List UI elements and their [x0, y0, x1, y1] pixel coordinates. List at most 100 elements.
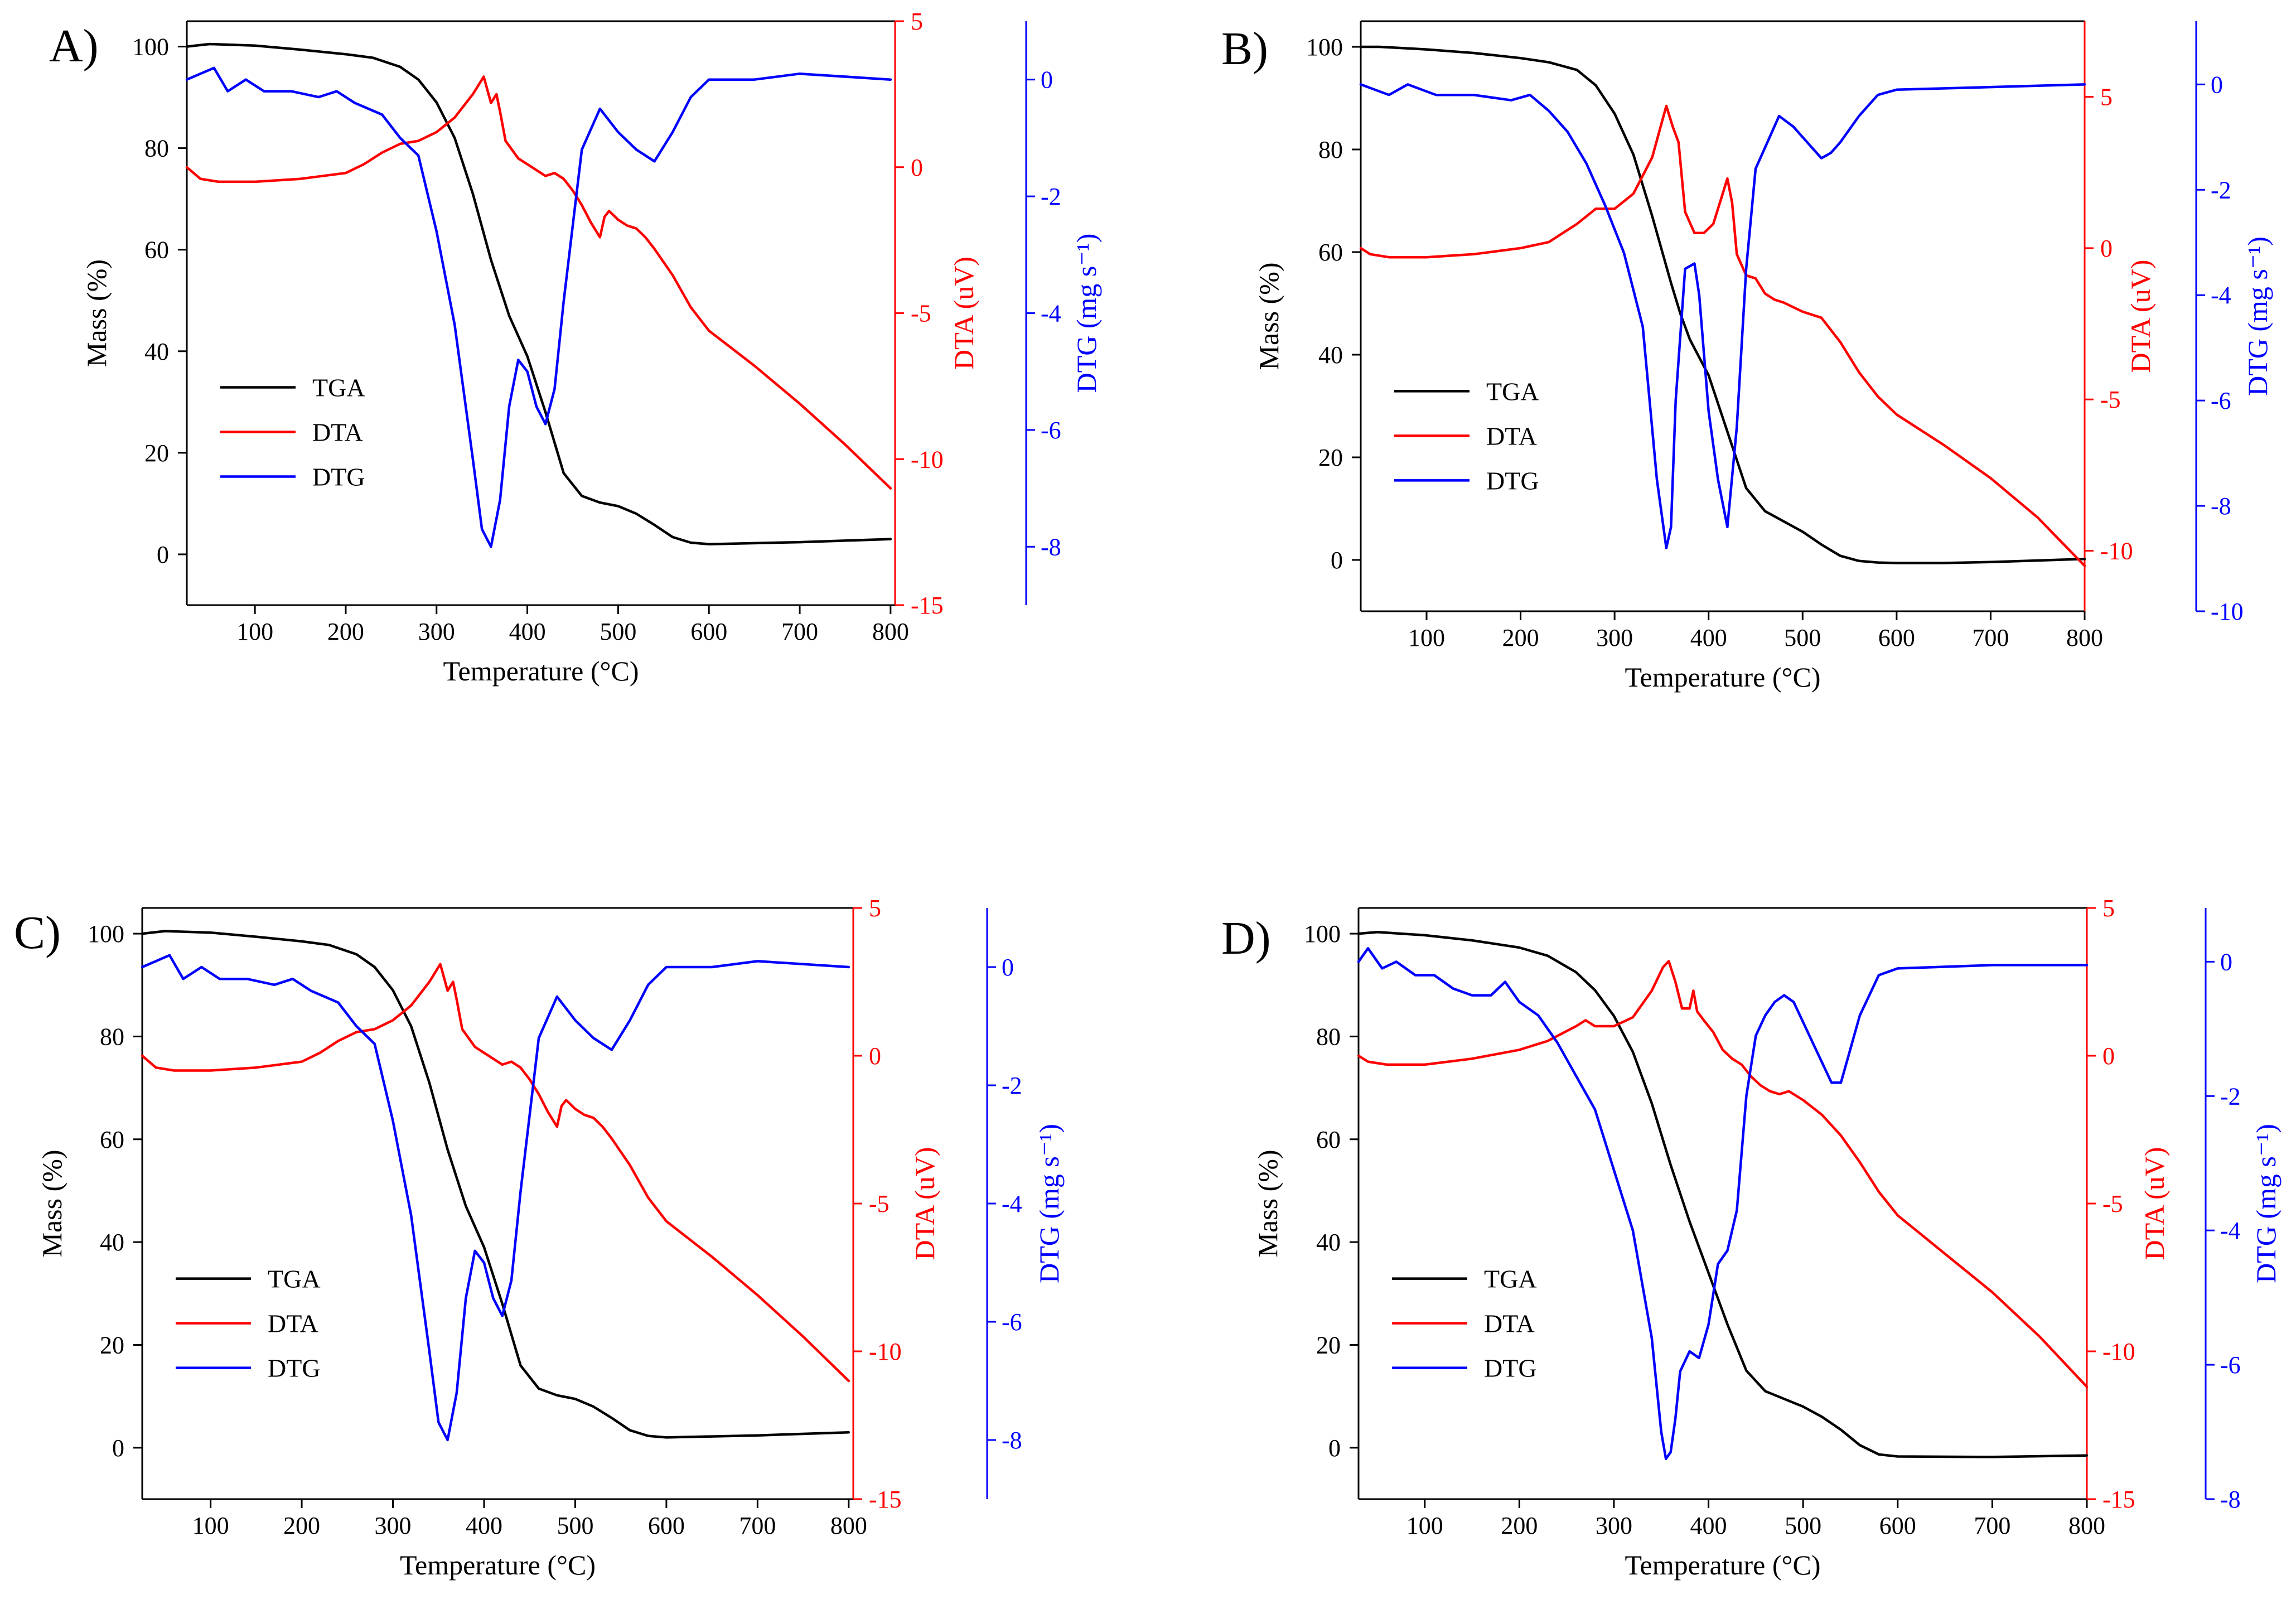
tga-series-line — [1357, 931, 2089, 1458]
mass-axis-title: Mass (%) — [1253, 262, 1284, 370]
mass-tick-label: 100 — [132, 33, 169, 61]
dtg-tick-label: -6 — [1002, 1308, 1022, 1336]
legend-label-tga: TGA — [312, 373, 365, 402]
dta-tick-label: -10 — [2102, 1338, 2135, 1365]
x-tick-label: 200 — [327, 618, 364, 645]
x-tick-label: 600 — [648, 1512, 685, 1539]
x-tick-label: 300 — [1596, 1512, 1632, 1539]
dta-tick-label: -5 — [911, 300, 931, 327]
mass-tick-label: 80 — [1316, 1023, 1341, 1050]
mass-tick-label: 60 — [144, 236, 169, 264]
dtg-tick-label: -2 — [1041, 183, 1061, 210]
mass-axis-title: Mass (%) — [81, 259, 112, 367]
dta-tick-label: -10 — [2100, 537, 2133, 564]
dta-series-line — [1357, 960, 2089, 1388]
x-tick-label: 700 — [1974, 1512, 2010, 1539]
x-tick-label: 100 — [1406, 1512, 1443, 1539]
dtg-tick-label: -4 — [1041, 300, 1061, 327]
dta-series-line — [185, 75, 892, 490]
x-tick-label: 600 — [1878, 624, 1915, 651]
x-tick-label: 400 — [509, 618, 546, 645]
mass-tick-label: 40 — [144, 338, 169, 365]
mass-tick-label: 100 — [1304, 920, 1341, 948]
legend-label-tga: TGA — [268, 1265, 321, 1293]
x-tick-label: 700 — [739, 1512, 776, 1539]
mass-tick-label: 40 — [1316, 1229, 1341, 1256]
mass-tick-label: 100 — [88, 920, 124, 948]
legend-label-dta: DTA — [268, 1310, 318, 1338]
legend-label-dta: DTA — [1486, 422, 1537, 450]
x-tick-label: 300 — [1596, 624, 1633, 651]
x-axis-title: Temperature (°C) — [1625, 1549, 1820, 1581]
dtg-tick-label: -4 — [2211, 282, 2231, 309]
dta-tick-label: -5 — [2100, 386, 2121, 413]
x-tick-label: 400 — [1690, 1512, 1727, 1539]
x-tick-label: 100 — [192, 1512, 229, 1539]
dta-axis-title: DTA (uV) — [909, 1147, 940, 1260]
dta-tick-label: 0 — [911, 154, 923, 181]
mass-tick-label: 20 — [1318, 444, 1343, 471]
mass-tick-label: 80 — [1318, 136, 1343, 163]
x-tick-label: 500 — [600, 618, 636, 645]
dtg-series-line — [1359, 83, 2086, 549]
dtg-tick-label: -4 — [2220, 1217, 2241, 1244]
x-axis-title: Temperature (°C) — [400, 1549, 596, 1581]
dta-tick-label: 5 — [2102, 895, 2115, 922]
x-axis-title: Temperature (°C) — [1625, 661, 1820, 693]
mass-tick-label: 80 — [100, 1023, 124, 1050]
dta-tick-label: -5 — [2102, 1190, 2123, 1217]
dta-tick-label: 5 — [869, 895, 881, 922]
dtg-series-line — [185, 66, 892, 548]
dtg-tick-label: -8 — [2220, 1486, 2241, 1513]
mass-tick-label: 0 — [157, 541, 169, 568]
dtg-tick-label: -8 — [2211, 492, 2231, 520]
dtg-tick-label: -6 — [2211, 387, 2231, 414]
dtg-axis-title: DTG (mg s⁻¹) — [1071, 234, 1102, 393]
dtg-axis-title: DTG (mg s⁻¹) — [2250, 1124, 2282, 1283]
panel-c-label: C) — [14, 907, 61, 959]
mass-tick-label: 80 — [144, 135, 169, 162]
dtg-tick-label: 0 — [2211, 71, 2223, 98]
x-axis-title: Temperature (°C) — [443, 655, 639, 687]
x-tick-label: 600 — [690, 618, 727, 645]
panel-b-label: B) — [1221, 23, 1268, 75]
dtg-tick-label: -6 — [2220, 1351, 2241, 1379]
legend-label-tga: TGA — [1486, 377, 1539, 405]
mass-tick-label: 0 — [112, 1434, 124, 1462]
mass-tick-label: 60 — [100, 1126, 124, 1153]
dta-series-line — [141, 963, 850, 1383]
dtg-series-line — [1357, 947, 2089, 1460]
mass-tick-label: 40 — [1318, 341, 1343, 369]
x-tick-label: 200 — [1502, 624, 1539, 651]
mass-tick-label: 20 — [144, 439, 169, 467]
x-tick-label: 500 — [557, 1512, 593, 1539]
legend-label-tga: TGA — [1484, 1265, 1537, 1293]
x-tick-label: 200 — [283, 1512, 320, 1539]
panel-a-label: A) — [49, 20, 99, 72]
x-tick-label: 500 — [1785, 1512, 1821, 1539]
dtg-tick-label: -6 — [1041, 417, 1061, 444]
mass-axis-title: Mass (%) — [1252, 1149, 1283, 1257]
tga-series-line — [141, 930, 850, 1439]
dtg-axis-title: DTG (mg s⁻¹) — [1033, 1124, 1065, 1283]
x-tick-label: 100 — [1408, 624, 1445, 651]
dtg-tick-label: -2 — [1002, 1072, 1022, 1099]
mass-tick-label: 20 — [100, 1331, 124, 1359]
legend-label-dta: DTA — [1484, 1310, 1535, 1338]
x-tick-label: 800 — [830, 1512, 867, 1539]
dtg-tick-label: -8 — [1041, 533, 1061, 561]
x-tick-label: 800 — [872, 618, 909, 645]
tga-series-line — [185, 42, 892, 545]
dtg-tick-label: -4 — [1002, 1190, 1022, 1217]
dta-tick-label: 0 — [2100, 235, 2113, 262]
panel-d-label: D) — [1221, 912, 1271, 964]
mass-tick-label: 100 — [1306, 33, 1343, 61]
x-tick-label: 100 — [236, 618, 273, 645]
x-tick-label: 300 — [375, 1512, 412, 1539]
legend-label-dtg: DTG — [312, 462, 365, 491]
